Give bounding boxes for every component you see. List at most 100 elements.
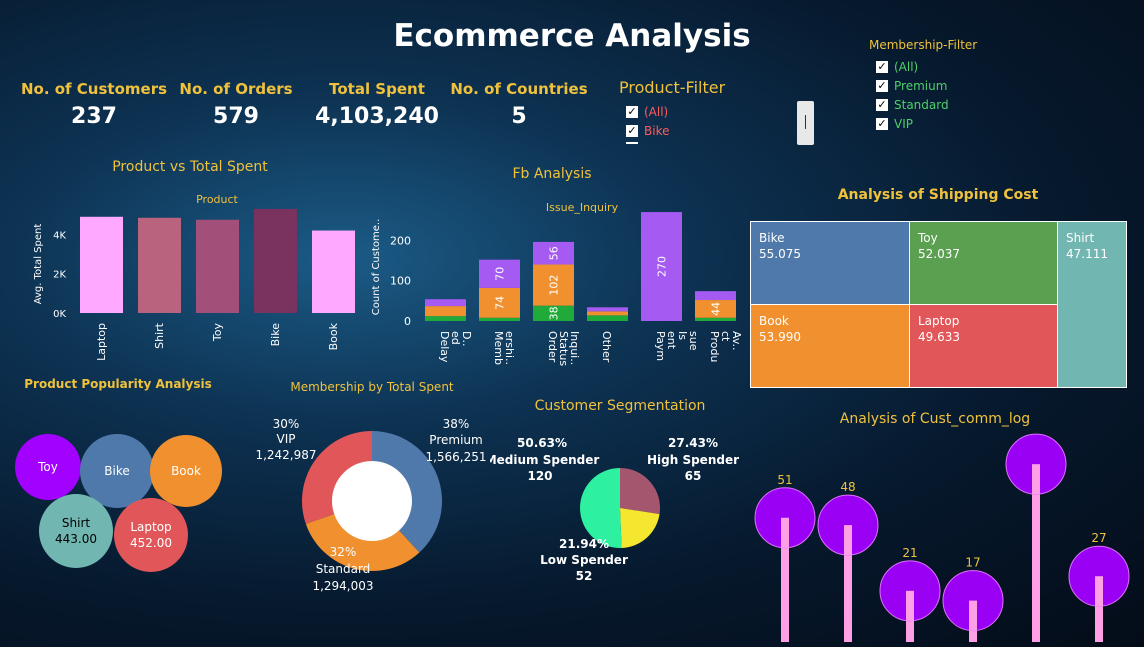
membership-filter-option-label: Premium <box>894 78 948 93</box>
fb-bar-segment[interactable] <box>425 299 466 307</box>
fb-bar-segment[interactable] <box>425 316 466 321</box>
treemap-value: 52.037 <box>918 247 960 261</box>
fb-y-title: Count of Custome.. <box>371 219 382 316</box>
x-tick-label: Shirt <box>153 322 166 349</box>
dashboard-title: Ecommerce Analysis <box>393 18 751 54</box>
checkbox-checked-icon[interactable]: ✓ <box>876 59 888 73</box>
fb-bar-segment[interactable] <box>695 291 736 301</box>
premium-total: 1,566,251 <box>425 450 486 464</box>
fb-data-label: 70 <box>494 267 507 281</box>
membership-filter-option-label: (All) <box>894 59 919 74</box>
checkbox-checked-icon[interactable]: ✓ <box>626 104 638 118</box>
checkbox-checked-icon[interactable]: ✓ <box>876 116 888 130</box>
fb-bar-segment[interactable] <box>479 317 520 321</box>
fb-analysis-chart: Issue_Inquiry Count of Custome.. 0 100 200… <box>371 201 743 366</box>
scrollbar-grip-icon <box>805 115 806 129</box>
checkbox-checked-icon[interactable]: ✓ <box>626 123 638 137</box>
bubble-toy[interactable]: Toy <box>15 434 81 500</box>
fb-bar-segment[interactable] <box>533 264 574 306</box>
treemap-value: 53.990 <box>759 330 801 344</box>
fb-x-title: Issue_Inquiry <box>546 201 619 214</box>
product-spent-chart: Product Avg. Total Spent 0K 2K 4K Laptop Sh… <box>33 193 355 361</box>
product-filter-option-bike[interactable]: ✓ Bike <box>626 121 669 140</box>
bar-book[interactable] <box>312 230 355 313</box>
y-tick-label: 0 <box>404 315 411 328</box>
kpi-countries-label: No. of Countries <box>450 80 588 98</box>
bar-toy[interactable] <box>196 219 239 313</box>
medium-count: 120 <box>527 469 552 483</box>
y-tick-label: 2K <box>53 270 66 281</box>
product-filter-option-all[interactable]: ✓ (All) <box>626 102 669 121</box>
fb-bar-segment[interactable] <box>533 241 574 265</box>
x-tick-label: Is <box>676 331 689 340</box>
x-tick-label: Inqui.. <box>568 331 581 365</box>
y-tick-label: 100 <box>390 275 411 288</box>
checkbox-checked-icon[interactable]: ✓ <box>876 78 888 92</box>
bubble-value: 452.00 <box>130 536 172 550</box>
pie-slice-medium-spender[interactable] <box>580 468 622 548</box>
treemap-value: 49.633 <box>918 330 960 344</box>
pie-slice-low-spender[interactable] <box>620 508 660 548</box>
lollipop-label: 27 <box>1091 531 1106 545</box>
x-tick-label: Produ <box>708 331 721 362</box>
low-pct: 21.94% <box>559 537 609 551</box>
vip-pct: 30% <box>273 417 300 431</box>
bubble-laptop[interactable]: Laptop 452.00 <box>114 498 188 572</box>
fb-bar-segment[interactable] <box>533 305 574 321</box>
membership-filter-option-premium[interactable]: ✓ Premium <box>876 76 949 95</box>
x-tick-label: Av.. <box>730 331 743 351</box>
bar-bike[interactable] <box>254 208 297 313</box>
fb-bar-segment[interactable] <box>479 259 520 288</box>
x-tick-label: Book <box>327 322 340 350</box>
membership-filter-option-vip[interactable]: ✓ VIP <box>876 114 949 133</box>
filter-list-overflow <box>626 142 638 144</box>
y-tick-label: 200 <box>390 234 411 247</box>
premium-name: Premium <box>429 433 482 447</box>
pie-slice-high-spender[interactable] <box>620 468 660 515</box>
treemap-label: Book <box>759 314 789 328</box>
membership-filter: ✓ (All) ✓ Premium ✓ Standard ✓ VIP <box>876 57 949 133</box>
kpi-orders-value: 579 <box>213 104 259 129</box>
shipping-treemap: Bike 55.075 Toy 52.037 Shirt 47.111 Book 53.… <box>750 221 1127 388</box>
product-spent-y-title: Avg. Total Spent <box>33 224 44 305</box>
fb-bar-segment[interactable] <box>587 311 628 316</box>
treemap-cell-toy[interactable]: Toy 52.037 <box>909 221 1058 305</box>
lollipop-label: 73 <box>1028 430 1043 433</box>
fb-bar-segment[interactable] <box>695 317 736 321</box>
treemap-label: Laptop <box>918 314 960 328</box>
bubble-shirt[interactable]: Shirt 443.00 <box>39 494 113 568</box>
medium-pct: 50.63% <box>517 436 567 450</box>
membership-by-spent-title: Membership by Total Spent <box>290 380 454 394</box>
membership-filter-title: Membership-Filter <box>869 38 978 52</box>
treemap-cell-bike[interactable]: Bike 55.075 <box>750 221 910 305</box>
fb-data-label: 44 <box>710 302 723 316</box>
x-tick-label: Delay <box>438 331 451 363</box>
fb-bar-segment[interactable] <box>479 287 520 318</box>
treemap-cell-book[interactable]: Book 53.990 <box>750 304 910 388</box>
x-tick-label: Laptop <box>95 323 108 361</box>
bubble-label: Bike <box>104 464 129 478</box>
treemap-cell-shirt[interactable]: Shirt 47.111 <box>1057 221 1127 388</box>
membership-filter-option-standard[interactable]: ✓ Standard <box>876 95 949 114</box>
lollipop-stem <box>844 525 852 556</box>
filter-scrollbar[interactable] <box>797 101 814 145</box>
bubble-bike[interactable]: Bike <box>80 434 154 508</box>
fb-bar-segment[interactable] <box>425 306 466 317</box>
fb-bar-segment[interactable] <box>587 307 628 312</box>
x-tick-label: ct <box>719 331 732 342</box>
fb-bar-segment[interactable] <box>641 212 682 321</box>
high-count: 65 <box>685 469 702 483</box>
membership-filter-option-all[interactable]: ✓ (All) <box>876 57 949 76</box>
bubble-book[interactable]: Book <box>150 435 222 507</box>
comm-log-chart: 51 48 21 17 73 27 <box>754 430 1130 642</box>
fb-bar-segment[interactable] <box>695 300 736 318</box>
treemap-label: Toy <box>918 231 938 245</box>
bar-laptop[interactable] <box>80 216 123 313</box>
checkbox-checked-icon[interactable]: ✓ <box>876 97 888 111</box>
x-tick-label: Toy <box>211 323 224 343</box>
fb-bar-segment[interactable] <box>587 315 628 321</box>
treemap-label: Bike <box>759 231 785 245</box>
bar-shirt[interactable] <box>138 217 181 313</box>
treemap-cell-laptop[interactable]: Laptop 49.633 <box>909 304 1058 388</box>
lollipop-stem <box>781 517 789 548</box>
